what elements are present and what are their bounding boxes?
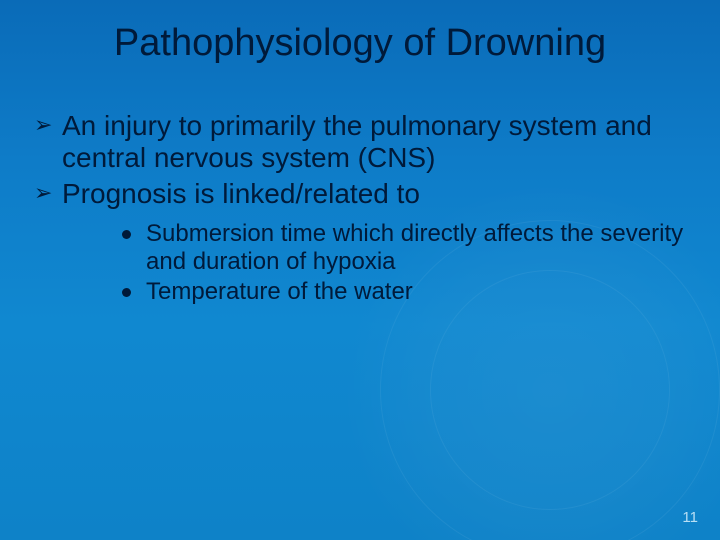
list-item-text: Prognosis is linked/related to [62, 178, 420, 209]
page-number: 11 [682, 509, 698, 526]
list-item: Submersion time which directly affects t… [120, 220, 686, 276]
list-item: Prognosis is linked/related to Submersio… [34, 178, 686, 306]
list-item: Temperature of the water [120, 278, 686, 306]
list-item-text: Temperature of the water [146, 278, 413, 305]
bullet-list-level2: Submersion time which directly affects t… [62, 220, 686, 306]
list-item: An injury to primarily the pulmonary sys… [34, 110, 686, 174]
slide-title: Pathophysiology of Drowning [0, 22, 720, 65]
slide: Pathophysiology of Drowning An injury to… [0, 0, 720, 540]
list-item-text: Submersion time which directly affects t… [146, 220, 683, 275]
bullet-list-level1: An injury to primarily the pulmonary sys… [34, 110, 686, 306]
list-item-text: An injury to primarily the pulmonary sys… [62, 110, 652, 173]
slide-body: An injury to primarily the pulmonary sys… [34, 110, 686, 310]
